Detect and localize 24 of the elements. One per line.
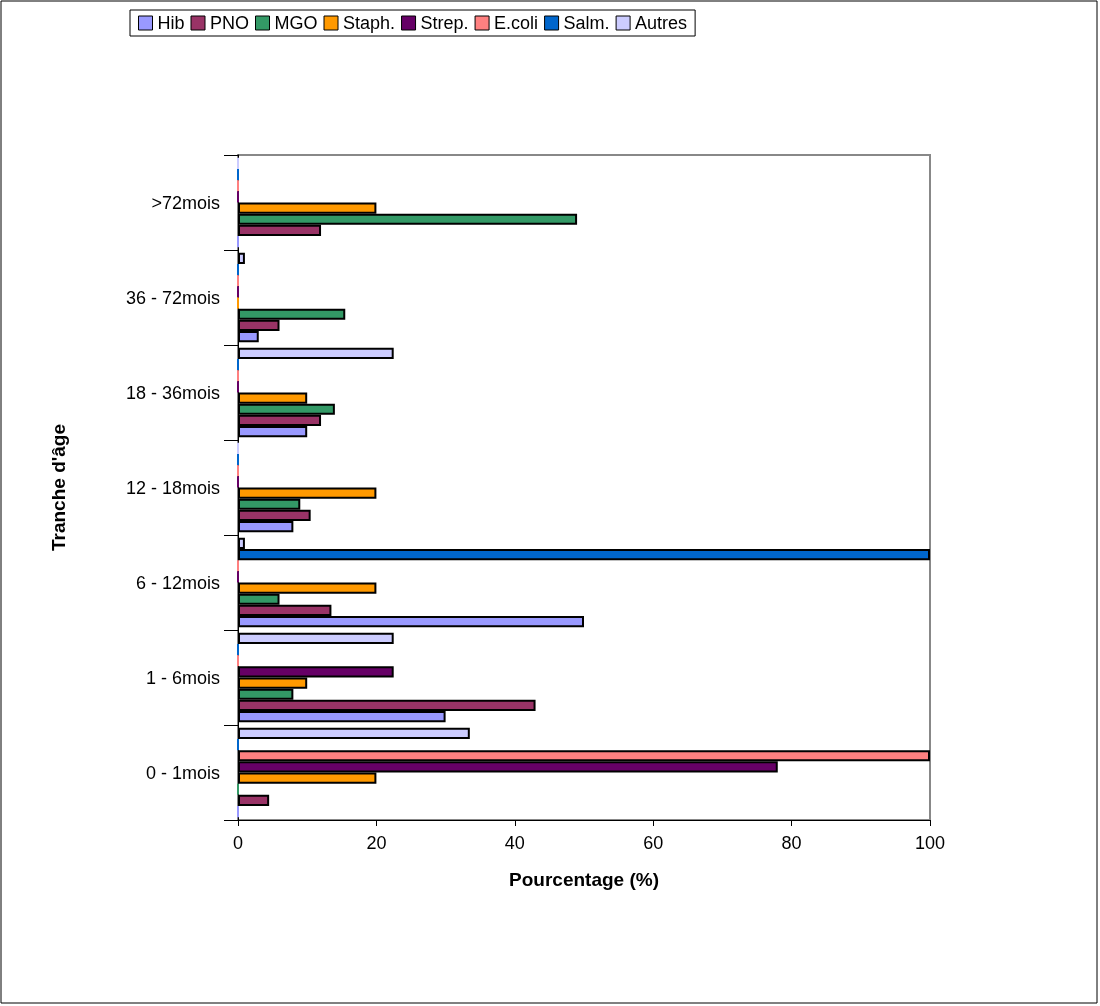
y-tick-label: >72mois — [151, 192, 220, 213]
x-tick-label: 80 — [781, 833, 802, 853]
y-tick-label: 0 - 1mois — [145, 762, 220, 783]
x-tick-label: 100 — [914, 833, 946, 853]
legend-label: MGO — [274, 13, 318, 33]
y-tick-label: 1 - 6mois — [145, 667, 220, 688]
legend-label: PNO — [210, 13, 250, 33]
bar — [238, 794, 270, 806]
x-tick-label: 0 — [232, 833, 244, 853]
y-tick-label: 36 - 72mois — [125, 287, 220, 308]
y-axis-title: Tranche d'âge — [48, 423, 69, 552]
legend-label: E.coli — [494, 13, 539, 33]
y-tick-label: 12 - 18mois — [125, 477, 220, 498]
legend-label: Salm. — [563, 13, 610, 33]
x-tick-label: 20 — [366, 833, 387, 853]
legend-label: Staph. — [343, 13, 396, 33]
legend-label: Autres — [635, 13, 688, 33]
x-tick-label: 40 — [504, 833, 525, 853]
y-tick-label: 18 - 36mois — [125, 382, 220, 403]
legend-label: Hib — [157, 13, 185, 33]
x-tick-label: 60 — [643, 833, 664, 853]
legend-label: Strep. — [420, 13, 469, 33]
x-axis-title: Pourcentage (%) — [509, 869, 659, 890]
y-tick-label: 6 - 12mois — [135, 572, 220, 593]
